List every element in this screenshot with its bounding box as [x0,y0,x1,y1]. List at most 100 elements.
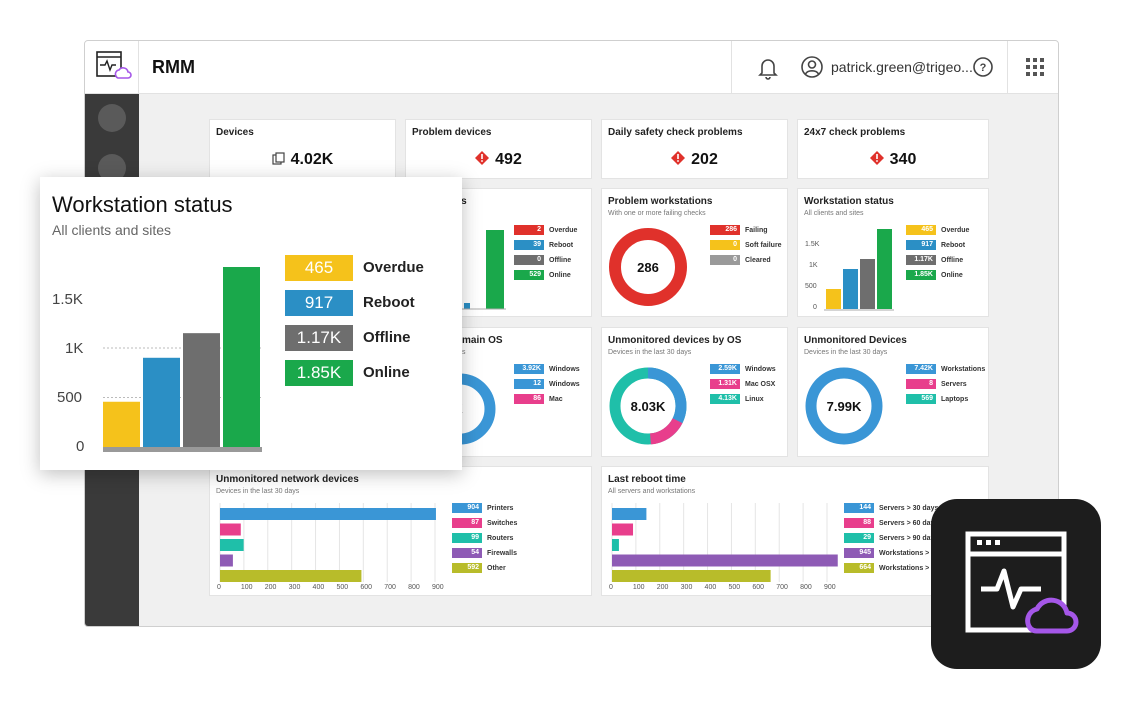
chart-bar [103,401,140,447]
axis-tick: 900 [432,584,444,591]
donut-center-label: 7.99K [827,399,862,414]
legend-item: 0 Offline [514,255,571,265]
card-subtitle: With one or more failing checks [608,210,706,217]
chart-bar [220,539,244,551]
legend-item: 0 Soft failure [710,240,782,250]
stat-title: Daily safety check problems [608,127,743,138]
stat-card[interactable]: Devices 4.02K [209,119,396,179]
stat-value: 202 [691,151,718,168]
chart-bar [464,303,470,309]
axis-tick: 200 [656,584,669,591]
notifications-bell-icon[interactable] [757,56,779,80]
card-subtitle-fragment: s [462,349,466,356]
workstation-status-card[interactable]: Workstation status All clients and sites… [797,188,989,317]
top-bar: RMM patrick.green@trigeo... ? [85,41,1058,94]
legend-item: 1.85K Online [906,270,963,280]
axis-tick: 600 [752,584,765,591]
card-subtitle: Devices in the last 30 days [608,349,692,356]
unmonitored-by-os-card[interactable]: Unmonitored devices by OS Devices in the… [601,327,788,457]
toolbar-divider [1007,41,1008,94]
problem-workstations-card[interactable]: Problem workstations With one or more fa… [601,188,788,317]
axis-tick: 0 [76,438,85,455]
legend-item: 945 Workstations > 6 [844,548,935,558]
legend-item: 1.85K Online [285,360,410,386]
sidebar-nav-icon[interactable] [98,104,126,132]
stat-value: 340 [889,151,917,168]
app-grid-icon[interactable] [1025,57,1045,77]
legend-item: 29 Servers > 90 days [844,533,938,543]
axis-tick: 0 [217,584,221,591]
stat-title: Devices [216,127,254,138]
warning-icon [671,151,686,170]
legend-item: 917 Reboot [285,290,415,316]
user-avatar-icon[interactable] [800,55,824,79]
chart-bar [220,554,233,567]
legend-item: 529 Online [514,270,571,280]
chart-bar [183,333,220,447]
chart-bar [843,269,858,309]
workstation-status-popout[interactable]: Workstation status All clients and sites… [40,177,462,470]
card-subtitle: Devices in the last 30 days [804,349,888,356]
chart-bar [220,570,362,582]
axis-tick: 1.5K [805,241,820,248]
help-icon[interactable]: ? [972,56,994,78]
axis-tick: 100 [240,584,253,591]
legend-item: 465 Overdue [906,225,969,235]
app-logo-icon[interactable] [85,41,139,94]
stat-value: 492 [495,151,522,168]
stat-card[interactable]: 24x7 check problems 340 [797,119,989,179]
donut-center-label: 8.03K [631,399,666,414]
axis-tick: 800 [408,584,420,591]
chart-bar [612,539,619,551]
user-name[interactable]: patrick.green@trigeo... [831,59,973,75]
legend-item: 465 Overdue [285,255,424,281]
donut-center-label: 286 [637,260,659,275]
chart-bar [826,289,841,309]
chart-bar [220,523,241,536]
devices-icon [272,152,285,170]
hbar-chart [611,503,838,582]
legend-item: 2 Overdue [514,225,577,235]
legend-item: 569 Laptops [906,394,968,404]
legend-item: 8 Servers [906,379,967,389]
popout-bar-chart [103,267,262,452]
last-reboot-card[interactable]: Last reboot time All servers and worksta… [601,466,989,596]
rmm-app-badge-icon [931,499,1101,669]
card-title: Unmonitored devices by OS [608,335,742,346]
axis-tick: 900 [824,584,836,591]
network-devices-card[interactable]: Unmonitored network devices Devices in t… [209,466,592,596]
popout-subtitle: All clients and sites [52,222,172,238]
partial-bar-chart [462,230,506,310]
legend-item: 0 Cleared [710,255,771,265]
donut-segment [609,228,687,306]
card-title: Last reboot time [608,474,686,485]
axis-tick: 0 [609,584,613,591]
legend-item: 99 Routers [452,533,513,543]
donut-segment [609,367,687,445]
card-title: Problem workstations [608,196,713,207]
chart-bar [877,229,892,309]
legend-item: 1.17K Offline [906,255,963,265]
chart-bar [223,267,260,447]
legend-item: 88 Servers > 60 days [844,518,938,528]
legend-item: 86 Mac [514,394,563,404]
unmonitored-devices-card[interactable]: Unmonitored Devices Devices in the last … [797,327,989,457]
stat-card[interactable]: Problem devices 492 [405,119,592,179]
app-title: RMM [152,57,195,77]
chart-bar [486,230,504,309]
donut-segment [805,367,883,445]
donut-chart: 286 [609,228,687,306]
axis-tick: 400 [312,584,325,591]
card-subtitle: All clients and sites [804,210,864,217]
hbar-chart [219,503,436,582]
donut-segment [459,373,496,445]
legend-item: 12 Windows [514,379,580,389]
axis-tick: 800 [800,584,812,591]
axis-tick: 1.5K [52,291,83,308]
chart-bar [143,357,180,447]
bar-chart [824,229,894,311]
stat-card[interactable]: Daily safety check problems 202 [601,119,788,179]
donut-chart: 7.99K [805,367,883,445]
axis-tick: 200 [264,584,277,591]
legend-item: 1.17K Offline [285,325,411,351]
